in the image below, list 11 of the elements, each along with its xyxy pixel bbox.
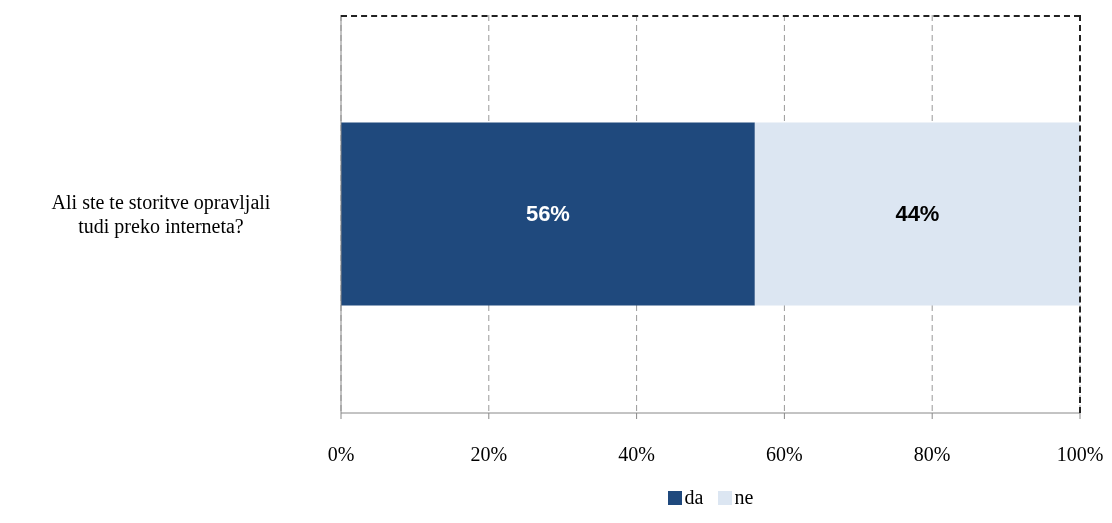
x-tick-label: 60% [766,443,803,466]
data-label: 56% [525,201,570,227]
x-tick-label: 100% [1056,443,1104,466]
x-tick-label: 20% [470,443,508,466]
x-tick-label: 40% [618,443,655,466]
x-tick-label: 0% [327,443,355,466]
data-label: 44% [895,201,940,227]
legend-label: ne [733,486,754,509]
y-tick-label: Ali ste te storitve opravljali tudi preko interneta? [51,191,271,238]
x-tick-label: 80% [913,443,951,466]
legend-label: da [683,486,704,509]
